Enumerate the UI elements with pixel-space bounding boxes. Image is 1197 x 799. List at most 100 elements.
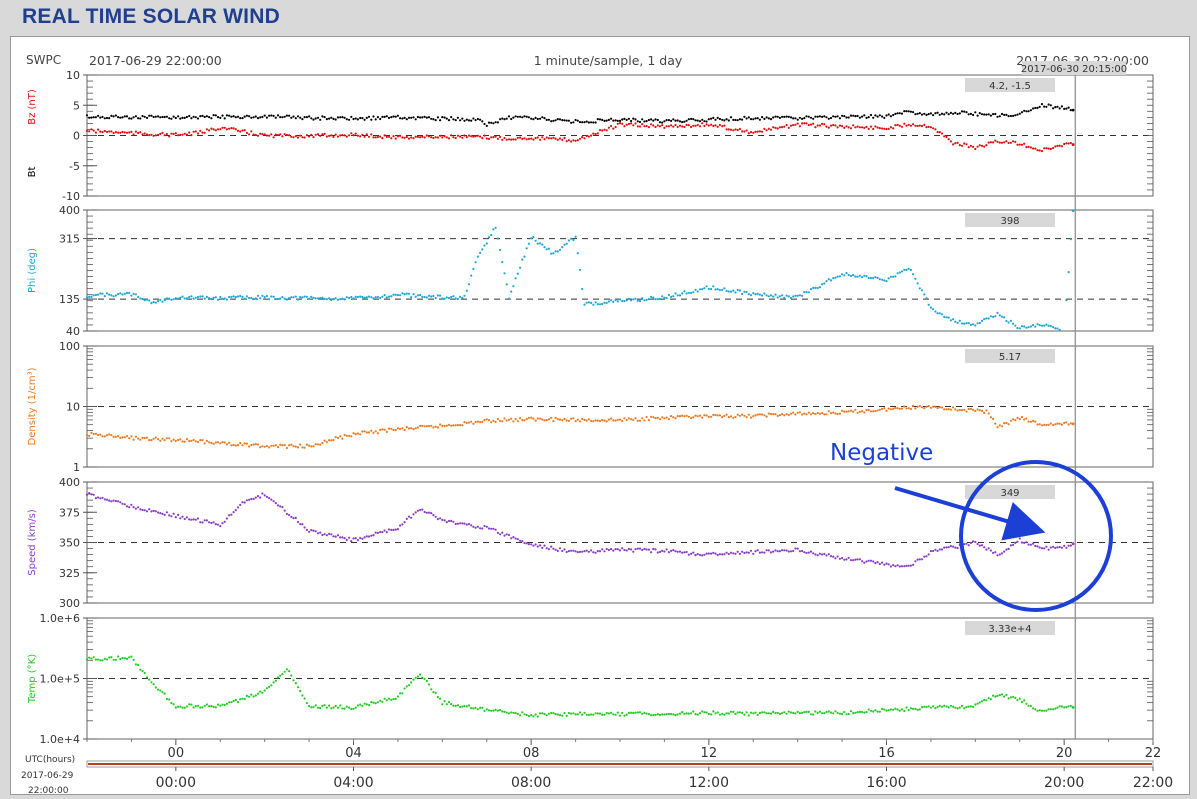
phi-data-point [598, 303, 602, 306]
temp-data-point [989, 698, 993, 701]
bz-data-point [721, 118, 724, 121]
bz-data-point [181, 116, 184, 119]
bz-data-point [279, 133, 282, 136]
phi-data-point [374, 296, 377, 299]
temp-data-point [616, 711, 619, 714]
bz-data-point [223, 126, 226, 129]
density-data-point [203, 442, 206, 445]
phi-data-point [325, 298, 328, 301]
speed-data-point [363, 536, 366, 539]
density-data-point [274, 444, 277, 447]
bz-data-point [756, 130, 759, 133]
phi-data-point [960, 322, 964, 325]
speed-data-point [552, 547, 555, 550]
density-data-point [725, 413, 728, 416]
temp-data-point [1023, 699, 1026, 702]
bz-data-point [239, 117, 242, 120]
bz-data-point [552, 119, 555, 122]
density-data-point [692, 416, 695, 419]
temp-data-point [767, 712, 770, 715]
speed-data-point [963, 543, 966, 546]
speed-data-point [356, 539, 359, 542]
temp-data-point [456, 704, 459, 707]
bz-data-point [940, 112, 944, 115]
phi-data-point [376, 295, 379, 299]
bz-data-point [683, 120, 686, 123]
phi-data-point [998, 314, 1001, 317]
density-data-point [596, 419, 599, 422]
speed-data-point [927, 553, 930, 556]
speed-data-point [1000, 552, 1004, 555]
density-data-point [767, 412, 770, 415]
bz-data-point [654, 118, 657, 121]
bz-data-point [836, 126, 839, 129]
bz-data-point [221, 114, 224, 117]
phi-data-point [170, 298, 173, 301]
bz-data-point [874, 125, 877, 128]
phi-data-point [1032, 323, 1035, 327]
bz-data-point [259, 132, 262, 135]
bz-data-point [789, 124, 793, 127]
bz-data-point [754, 117, 757, 120]
bz-data-point [323, 132, 326, 135]
temp-data-point [279, 674, 282, 677]
bz-data-point [823, 115, 826, 118]
bz-data-point [403, 116, 406, 119]
speed-data-point [796, 547, 799, 550]
bz-data-point [827, 117, 830, 120]
temp-data-point [341, 707, 344, 710]
phi-data-point [125, 291, 129, 294]
phi-data-point [436, 294, 439, 297]
temp-data-point [598, 712, 602, 715]
speed-data-point [319, 531, 322, 534]
bz-data-point [707, 118, 710, 121]
temp-data-point [541, 712, 544, 715]
bz-data-point [476, 134, 479, 137]
density-data-point [350, 435, 353, 438]
phi-data-point [421, 295, 424, 298]
bz-data-point [690, 117, 693, 120]
bz-data-point [878, 114, 881, 117]
temp-data-point [787, 710, 790, 713]
bz-data-point [943, 135, 946, 138]
speed-data-point [541, 546, 544, 549]
temp-data-point [170, 702, 173, 705]
speed-data-point [650, 551, 653, 554]
density-data-point [530, 416, 533, 419]
bz-data-point [907, 123, 910, 126]
temp-data-point [1012, 695, 1015, 698]
speed-data-point [190, 518, 193, 521]
bz-data-point [532, 138, 535, 141]
phi-data-point [865, 275, 868, 278]
speed-data-point [1054, 546, 1057, 549]
density-tick-label: 10 [66, 401, 80, 414]
bz-data-point [787, 126, 790, 129]
bz-data-point [849, 127, 853, 130]
temp-data-point [1027, 704, 1030, 707]
bz-data-point [852, 124, 855, 127]
phi-data-point [761, 294, 764, 297]
bz-data-point [698, 125, 702, 128]
speed-data-point [703, 553, 706, 556]
density-data-point [323, 439, 326, 442]
phi-data-point [283, 297, 286, 300]
temp-data-point [263, 689, 266, 692]
bz-data-point [234, 128, 237, 131]
density-data-point [194, 440, 197, 443]
bz-data-point [279, 116, 282, 119]
bz-data-point [570, 121, 573, 124]
bz-series-bt [85, 103, 1075, 127]
temp-data-point [803, 711, 806, 714]
density-data-point [638, 419, 642, 422]
density-data-point [983, 411, 986, 414]
temp-data-point [883, 708, 886, 711]
temp-data-point [567, 711, 571, 715]
speed-data-point [121, 502, 124, 505]
phi-data-point [874, 276, 877, 279]
phi-data-point [645, 298, 648, 301]
phi-data-point [678, 294, 682, 297]
density-data-point [943, 408, 946, 411]
bz-data-point [285, 114, 288, 117]
temp-data-point [690, 712, 693, 715]
